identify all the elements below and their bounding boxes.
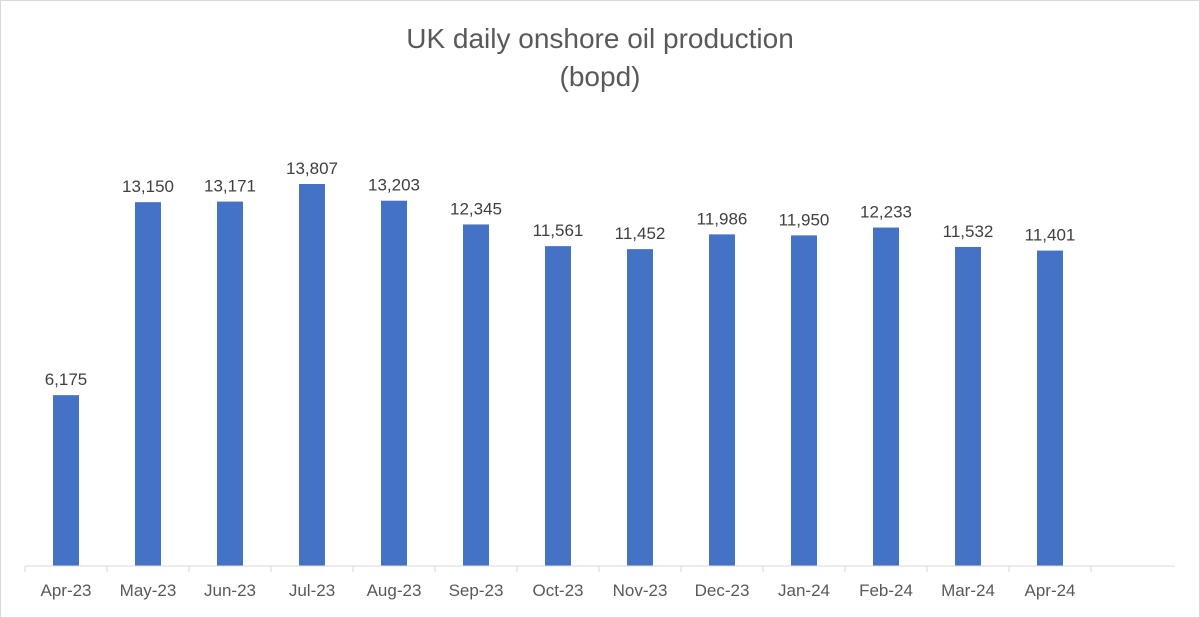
- data-label: 13,807: [286, 159, 338, 178]
- bar-dec-23: [709, 234, 735, 566]
- bars-group: [53, 184, 1063, 567]
- chart-title: UK daily onshore oil production: [406, 23, 794, 54]
- x-tick-label: Oct-23: [532, 581, 583, 600]
- x-tick-label: Jan-24: [778, 581, 830, 600]
- data-label: 13,203: [368, 176, 420, 195]
- data-label: 11,401: [1025, 226, 1076, 245]
- chart-title-block: UK daily onshore oil production (bopd): [0, 20, 1200, 96]
- x-tick-label: Jun-23: [204, 581, 256, 600]
- x-tick-label: Feb-24: [859, 581, 913, 600]
- data-label: 11,950: [779, 210, 830, 229]
- x-tick-label: Aug-23: [367, 581, 422, 600]
- bar-may-23: [135, 202, 161, 566]
- bar-sep-23: [463, 224, 489, 566]
- data-label: 13,171: [204, 177, 256, 196]
- data-label: 11,452: [615, 224, 666, 243]
- bar-jun-23: [217, 201, 243, 566]
- chart-subtitle: (bopd): [559, 61, 641, 92]
- x-tick-label: Nov-23: [613, 581, 668, 600]
- x-tick-label: May-23: [120, 581, 177, 600]
- x-tick-label: Mar-24: [941, 581, 995, 600]
- data-label: 11,532: [943, 222, 994, 241]
- data-label: 6,175: [45, 370, 88, 389]
- data-labels-group: 6,175 13,150 13,171 13,807 13,203 12,345 11,56…: [45, 159, 1076, 389]
- x-axis: Apr-23 May-23 Jun-23 Jul-23 Aug-23 Sep-23 Oct-…: [24, 565, 1175, 600]
- bar-aug-23: [381, 200, 407, 566]
- bar-jul-23: [299, 184, 325, 566]
- x-tick-label: Apr-24: [1024, 581, 1075, 600]
- bar-apr-24: [1037, 250, 1063, 566]
- bar-apr-23: [53, 395, 79, 566]
- x-tick-label: Apr-23: [40, 581, 91, 600]
- bar-mar-24: [955, 246, 981, 567]
- data-label: 12,233: [860, 203, 912, 222]
- x-tick-label: Jul-23: [289, 581, 335, 600]
- bar-nov-23: [627, 249, 653, 567]
- bar-oct-23: [545, 246, 571, 566]
- data-label: 12,345: [450, 199, 502, 218]
- data-label: 11,986: [697, 209, 748, 228]
- x-tick-label: Dec-23: [695, 581, 750, 600]
- bar-jan-24: [791, 235, 817, 566]
- bar-feb-24: [873, 227, 899, 567]
- data-label: 11,561: [533, 221, 584, 240]
- data-label: 13,150: [122, 177, 174, 196]
- x-tick-label: Sep-23: [449, 581, 504, 600]
